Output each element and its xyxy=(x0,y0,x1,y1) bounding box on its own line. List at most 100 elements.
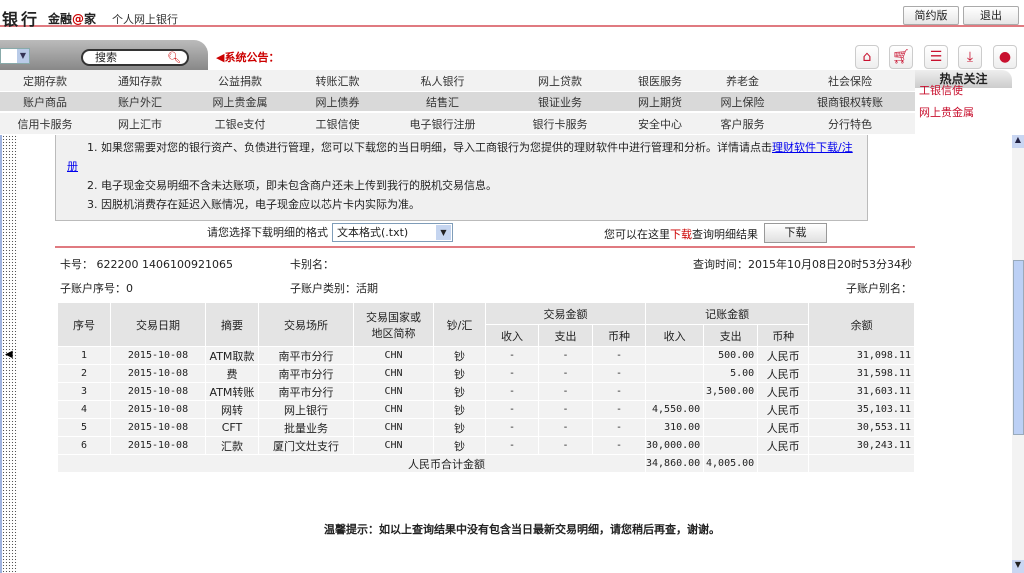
nav-item[interactable]: 公益捐款 xyxy=(218,74,262,88)
table-cell: CHN xyxy=(353,418,434,437)
simple-version-button[interactable]: 简约版 xyxy=(903,6,959,25)
nav-item[interactable]: 网上贵金属 xyxy=(212,95,268,109)
table-cell: 2015-10-08 xyxy=(110,364,206,383)
nav-item[interactable]: 通知存款 xyxy=(118,74,162,88)
nav-item[interactable]: 社会保险 xyxy=(828,74,872,88)
nav-item[interactable]: 银医服务 xyxy=(638,74,682,88)
system-notice[interactable]: ◀系统公告： xyxy=(216,49,279,65)
table-cell: 2015-10-08 xyxy=(110,418,206,437)
nav-item[interactable]: 网上期货 xyxy=(638,95,682,109)
table-cell: 2015-10-08 xyxy=(110,400,206,419)
format-value: 文本格式(.txt) xyxy=(337,226,409,239)
nav-item[interactable]: 安全中心 xyxy=(638,117,682,131)
table-cell: 30,000.00 xyxy=(644,436,705,455)
vertical-scrollbar[interactable]: ▲ ▼ xyxy=(1012,135,1024,573)
download-icon[interactable]: ⤓ xyxy=(958,45,982,69)
table-cell xyxy=(703,436,759,455)
table-cell: 厦门文灶支行 xyxy=(258,436,354,455)
query-time: 查询时间：2015年10月08日20时53分34秒 xyxy=(693,258,912,271)
finance-software-link[interactable]: 理财软件下载/注册 xyxy=(67,141,853,173)
table-cell: 31,603.11 xyxy=(808,382,915,401)
table-cell: 30,243.11 xyxy=(808,436,915,455)
nav-item[interactable]: 信用卡服务 xyxy=(17,117,73,131)
table-row: 5 2015-10-08 CFT 批量业务 CHN 钞 - - -310.00 人民币 30,553… xyxy=(57,418,915,437)
logout-button[interactable]: 退出 xyxy=(963,6,1019,25)
scroll-thumb[interactable] xyxy=(1013,260,1024,435)
chevron-down-icon: ▼ xyxy=(436,225,451,240)
table-cell: CHN xyxy=(353,436,434,455)
nav-item[interactable]: 网上贷款 xyxy=(538,74,582,88)
home-icon[interactable]: ⌂ xyxy=(855,45,879,69)
brand-name: 金融@家 xyxy=(48,10,96,27)
transaction-table: 序号 交易日期 摘要 交易场所 交易国家或地区简称 钞/汇 交易金额 记账金额 … xyxy=(57,302,915,473)
chevron-down-icon: ▼ xyxy=(17,49,29,63)
hot-item[interactable]: 工银信使 xyxy=(919,84,963,97)
nav-item[interactable]: 结售汇 xyxy=(426,95,459,109)
table-cell: 3 xyxy=(57,382,111,401)
collapse-arrow-icon[interactable]: ◀ xyxy=(5,349,13,360)
notes-box: 1. 如果您需要对您的银行资产、负债进行管理，您可以下载您的当日明细，导入工商银… xyxy=(55,135,868,221)
table-cell: CFT xyxy=(205,418,259,437)
nav-item[interactable]: 账户商品 xyxy=(23,95,67,109)
warm-tip: 温馨提示：如以上查询结果中没有包含当日最新交易明细，请您稍后再查，谢谢。 xyxy=(324,523,720,536)
table-cell: 人民币 xyxy=(757,436,810,455)
table-cell xyxy=(703,400,759,419)
table-cell xyxy=(703,418,759,437)
nav-item[interactable]: 银商银权转账 xyxy=(817,95,883,109)
nav-item[interactable]: 养老金 xyxy=(726,74,759,88)
th-expense: 支出 xyxy=(538,324,593,347)
nav-item[interactable]: 私人银行 xyxy=(420,74,465,88)
table-cell: 人民币 xyxy=(757,364,810,383)
contact-card-icon[interactable]: ☰ xyxy=(924,45,948,69)
table-cell: - xyxy=(485,400,539,419)
headset-icon[interactable]: ● xyxy=(993,45,1017,69)
brand-post: 家 xyxy=(84,12,97,26)
scroll-down-icon[interactable]: ▼ xyxy=(1012,560,1024,573)
nav-item[interactable]: 转账汇款 xyxy=(315,74,360,88)
table-cell: - xyxy=(485,364,539,383)
th-income: 收入 xyxy=(485,324,539,347)
table-cell: 31,098.11 xyxy=(808,346,915,365)
speaker-icon: ◀ xyxy=(216,51,225,64)
download-button[interactable]: 下载 xyxy=(764,223,827,243)
nav-item[interactable]: 工银e支付 xyxy=(214,117,266,131)
hint-pre: 您可以在这里 xyxy=(604,228,670,241)
brand-pre: 金融 xyxy=(48,12,73,26)
th-balance: 余额 xyxy=(808,302,915,347)
cart-icon[interactable]: 🛒︎ xyxy=(889,45,913,69)
nav-item[interactable]: 网上保险 xyxy=(720,95,765,109)
table-cell: 钞 xyxy=(433,382,486,401)
table-cell: 5 xyxy=(57,418,111,437)
nav-item[interactable]: 分行特色 xyxy=(828,117,872,131)
table-cell: 南平市分行 xyxy=(258,364,354,383)
nav-item[interactable]: 网上债券 xyxy=(315,95,360,109)
nav-item[interactable]: 银行卡服务 xyxy=(532,117,588,131)
table-cell: 31,598.11 xyxy=(808,364,915,383)
total-row: 人民币合计金额 34,860.00 4,005.00 xyxy=(57,454,915,473)
th-summary: 摘要 xyxy=(205,302,259,347)
table-cell: 500.00 xyxy=(703,346,759,365)
nav-item[interactable]: 客户服务 xyxy=(720,117,765,131)
table-cell: 人民币 xyxy=(757,400,810,419)
nav-item[interactable]: 工银信使 xyxy=(315,117,360,131)
table-cell: 网转 xyxy=(205,400,259,419)
hot-topics-title: 热点关注 xyxy=(915,70,1012,88)
search-input[interactable]: 搜索 🔍︎ xyxy=(81,49,189,66)
table-cell: 2015-10-08 xyxy=(110,346,206,365)
left-frame-splitter[interactable] xyxy=(0,135,18,573)
format-select[interactable]: 文本格式(.txt) ▼ xyxy=(332,223,453,242)
table-cell: - xyxy=(485,382,539,401)
menu-select[interactable]: ▼ xyxy=(0,48,30,64)
nav-item[interactable]: 定期存款 xyxy=(23,74,67,88)
table-cell: 1 xyxy=(57,346,111,365)
table-cell: 钞 xyxy=(433,346,486,365)
nav-item[interactable]: 网上汇市 xyxy=(118,117,162,131)
nav-item[interactable]: 银证业务 xyxy=(538,95,582,109)
hot-item[interactable]: 网上贵金属 xyxy=(919,106,974,119)
nav-item[interactable]: 账户外汇 xyxy=(118,95,162,109)
scroll-up-icon[interactable]: ▲ xyxy=(1012,135,1024,148)
note-2: 2. 电子现金交易明细不含未达账项，即未包含商户还未上传到我行的脱机交易信息。 xyxy=(87,179,497,192)
page-subtitle: 个人网上银行 xyxy=(112,13,178,26)
search-icon[interactable]: 🔍︎ xyxy=(167,51,181,64)
nav-item[interactable]: 电子银行注册 xyxy=(409,117,476,131)
